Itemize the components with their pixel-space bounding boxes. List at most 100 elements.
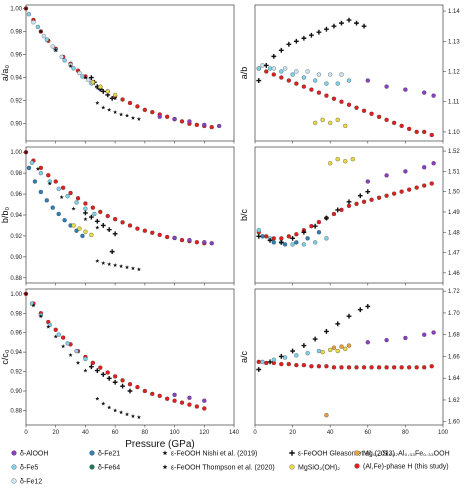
data-point-gleason [100, 372, 106, 377]
data-point-phaseH [135, 226, 140, 231]
data-point-gleason [263, 63, 269, 68]
data-point-fe5 [74, 200, 79, 205]
legend-item: ε-FeOOH Gleason et al. (2013) [289, 450, 395, 458]
data-point-gleason [94, 218, 100, 224]
data-point-phaseH [369, 197, 374, 202]
data-point-mgsio [71, 223, 76, 228]
data-point-epsThompson [107, 261, 112, 266]
data-point-phaseH [202, 406, 207, 411]
data-point-gleason [109, 249, 115, 255]
data-point-epsThompson [95, 258, 100, 263]
data-point-fe12 [50, 44, 55, 49]
data-point-gleason [365, 189, 371, 195]
y-tick-label: 0.98 [10, 30, 22, 36]
y-tick-label: 1.68 [448, 333, 460, 339]
data-point-gleason [301, 229, 307, 235]
data-point-alooh [431, 330, 436, 335]
data-point-phaseH [324, 93, 329, 98]
plot-frame [254, 146, 444, 284]
data-point-fe5 [294, 353, 299, 358]
data-point-fe21 [316, 230, 322, 235]
legend-swatch [354, 450, 360, 456]
data-point-gleason [120, 383, 125, 389]
data-point-gleason [290, 348, 295, 354]
data-point-fe5 [35, 24, 41, 30]
data-point-alooh [384, 337, 389, 343]
data-point-phaseH [346, 365, 352, 370]
data-point-epsThompson [136, 116, 142, 121]
y-tick-label: 0.96 [10, 192, 22, 198]
data-point-epsNishi [83, 216, 88, 221]
data-point-alooh [172, 235, 177, 241]
data-point-phaseH [209, 125, 214, 130]
data-point-phaseH [376, 114, 382, 119]
y-tick-label: 0.94 [10, 213, 22, 219]
data-point-phaseH [376, 195, 382, 200]
data-point-phaseH [98, 365, 103, 370]
x-axis-title: Pressure (GPa) [125, 439, 194, 450]
data-point-alooh [403, 169, 408, 174]
plot-frame [25, 288, 235, 426]
data-point-fe21 [56, 211, 61, 217]
data-point-gleason [324, 329, 329, 334]
data-point-epsNishi [53, 47, 58, 52]
data-point-fe5 [83, 206, 88, 211]
data-point-phaseH [279, 236, 284, 241]
data-point-phaseH [194, 240, 200, 245]
data-point-fe5 [56, 332, 61, 337]
legend-item: Mg₀.₁₇Si₀.₁₇Al₀.₃₃Fe₀.₃₃OOH [354, 450, 450, 458]
data-point-mgsio [335, 157, 340, 162]
data-point-fe5 [316, 348, 322, 354]
data-point-phaseH [376, 365, 382, 370]
data-point-alooh [216, 123, 222, 129]
data-point-phaseH [407, 365, 412, 370]
data-point-gleason [88, 214, 94, 220]
data-point-phaseH [60, 185, 66, 190]
data-point-fe21 [44, 198, 49, 203]
data-point-phaseH [407, 126, 412, 132]
legend-label: (Al,Fe)-phase H (this study) [363, 464, 449, 471]
data-point-phaseH [324, 364, 329, 369]
x-tick-label: 140 [229, 430, 240, 436]
data-point-gleason [256, 78, 262, 83]
data-point-fe5 [301, 242, 307, 247]
y-tick-label: 1.11 [448, 100, 460, 106]
x-tick-label: 80 [402, 430, 409, 436]
data-point-gleason [286, 41, 292, 47]
data-point-epsNishi [23, 291, 29, 296]
data-point-phaseH [112, 374, 118, 379]
data-point-gleason [331, 23, 337, 29]
data-point-gleason [271, 53, 277, 59]
data-point-alooh [202, 398, 207, 403]
data-point-fe21 [294, 240, 299, 245]
x-tick-label: 40 [82, 430, 89, 436]
panel-cc: 0.88 0.90 0.92 0.94 0.96 0.98 1.00 0 20 40 60 80 100… [0, 288, 240, 436]
data-point-phaseH [294, 363, 299, 368]
data-point-mgsio [89, 232, 94, 238]
data-point-phaseH [164, 234, 170, 240]
plot-frame [25, 146, 235, 284]
legend-swatch [162, 450, 168, 456]
data-point-phaseH [301, 363, 307, 368]
data-point-fe12 [339, 72, 344, 77]
data-point-gleason [301, 35, 307, 41]
data-point-fe21 [74, 228, 79, 233]
x-tick-label: 60 [364, 430, 371, 436]
data-point-gleason [88, 75, 94, 81]
data-point-phaseH [164, 114, 170, 119]
y-tick-label: 1.48 [448, 230, 460, 236]
data-point-epsNishi [23, 150, 29, 155]
data-point-fe5 [83, 356, 88, 362]
y-axis-title: a/b [239, 67, 249, 80]
y-axis-title: b/c [239, 209, 249, 222]
data-point-phaseH [331, 365, 337, 370]
y-tick-label: 1.62 [448, 398, 460, 404]
data-point-phaseH [316, 219, 322, 225]
data-point-fe5 [305, 351, 310, 356]
data-point-epsThompson [118, 410, 124, 415]
y-tick-label: 1.49 [448, 210, 460, 216]
data-point-epsThompson [130, 266, 136, 271]
data-point-mgsio [335, 117, 340, 122]
legend-label: δ-Fe64 [98, 465, 120, 472]
